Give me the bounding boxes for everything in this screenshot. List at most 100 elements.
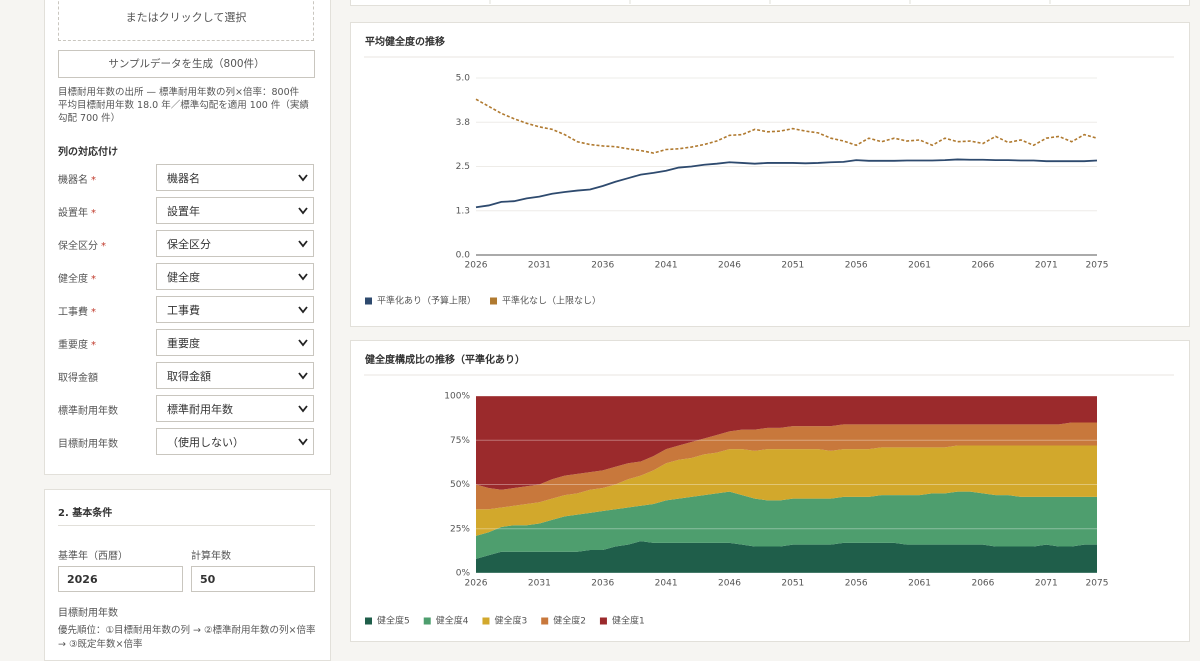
- y-tick-label: 0%: [456, 569, 471, 579]
- x-tick-label: 2075: [1086, 579, 1109, 589]
- legend-label: 健全度3: [494, 615, 527, 627]
- x-tick-label: 2031: [528, 261, 551, 271]
- field-label-text: 工事費: [58, 307, 88, 318]
- field-label-text: 目標耐用年数: [58, 439, 118, 450]
- select-value: 保全区分: [167, 238, 211, 251]
- note-line: 平均目標耐用年数 18.0 年／標準勾配を適用 100 件（実績勾配 700 件…: [58, 100, 309, 124]
- legend-swatch: [599, 617, 607, 625]
- select[interactable]: 取得金額: [156, 362, 314, 389]
- field-label: 標準耐用年数: [58, 402, 118, 417]
- select[interactable]: 標準耐用年数: [156, 395, 314, 422]
- y-tick-label: 25%: [450, 524, 470, 534]
- legend-label: 健全度4: [436, 615, 469, 627]
- field-label: 工事費 *: [58, 303, 96, 318]
- chevron: [298, 405, 308, 413]
- x-tick-label: 2046: [718, 579, 741, 589]
- chevron: [298, 174, 308, 182]
- select[interactable]: 設置年: [156, 197, 314, 224]
- y-tick-label: 50%: [450, 480, 470, 490]
- y-tick-label: 3.8: [456, 118, 471, 128]
- select[interactable]: 機器名: [156, 164, 314, 191]
- select-value: 重要度: [167, 337, 200, 350]
- field-label: 機器名 *: [58, 171, 96, 186]
- x-tick-label: 2041: [655, 261, 678, 271]
- select[interactable]: （使用しない）: [156, 428, 314, 455]
- field-label-text: 設置年: [58, 208, 88, 219]
- area: [476, 422, 1097, 510]
- x-tick-label: 2026: [465, 261, 488, 271]
- x-tick-label: 2051: [781, 579, 804, 589]
- drop-zone[interactable]: またはクリックして選択: [58, 0, 314, 41]
- legend-label: 健全度5: [377, 615, 410, 627]
- required-mark: *: [91, 175, 96, 186]
- rule: [58, 525, 315, 526]
- legend-label: 平準化なし（上限なし）: [502, 295, 601, 307]
- select[interactable]: 健全度: [156, 263, 314, 290]
- select-value: 標準耐用年数: [167, 403, 233, 416]
- x-tick-label: 2061: [908, 579, 931, 589]
- line: [475, 158, 1098, 209]
- years-input[interactable]: 50: [191, 566, 315, 592]
- chart-card: [350, 22, 1190, 327]
- legend-swatch: [482, 617, 490, 625]
- field-label: 取得金額: [58, 369, 98, 384]
- field-label-text: 重要度: [58, 340, 88, 351]
- select[interactable]: 工事費: [156, 296, 314, 323]
- field-label: 保全区分 *: [58, 237, 106, 252]
- select[interactable]: 保全区分: [156, 230, 314, 257]
- area: [476, 541, 1097, 573]
- x-tick-label: 2036: [591, 261, 614, 271]
- x-tick-label: 2041: [655, 579, 678, 589]
- field-label-text: 標準耐用年数: [58, 406, 118, 417]
- chevron: [298, 372, 308, 380]
- table-dividers: [489, 0, 1051, 4]
- select-value: 健全度: [167, 271, 200, 284]
- select[interactable]: 重要度: [156, 329, 314, 356]
- x-tick-label: 2056: [845, 261, 868, 271]
- select-value: 機器名: [167, 172, 200, 185]
- chevron: [298, 240, 308, 248]
- chevron: [298, 306, 308, 314]
- select-value: 取得金額: [167, 370, 211, 383]
- y-tick-label: 5.0: [456, 74, 471, 84]
- field-label-text: 機器名: [58, 175, 88, 186]
- x-tick-label: 2056: [845, 579, 868, 589]
- required-mark: *: [91, 340, 96, 351]
- legend-label: 健全度1: [612, 615, 645, 627]
- required-mark: *: [91, 274, 96, 285]
- field-label-text: 健全度: [58, 274, 88, 285]
- priority-text: 優先順位：①目標耐用年数の列 → ②標準耐用年数の列×倍率 → ③既定年数×倍率: [58, 625, 316, 650]
- chevron: [298, 339, 308, 347]
- field-label: 目標耐用年数: [58, 435, 118, 450]
- select-value: 工事費: [167, 304, 200, 317]
- line: [475, 98, 1098, 154]
- chart-title: 健全度構成比の推移（平準化あり）: [365, 353, 525, 366]
- x-tick-label: 2061: [908, 261, 931, 271]
- area: [476, 491, 1097, 559]
- field-label-text: 取得金額: [58, 373, 98, 384]
- x-tick-label: 2066: [971, 261, 994, 271]
- area: [476, 396, 1097, 490]
- required-mark: *: [91, 307, 96, 318]
- y-tick-label: 2.5: [456, 162, 470, 172]
- required-mark: *: [91, 208, 96, 219]
- sample-button[interactable]: サンプルデータを生成（800件）: [58, 50, 315, 78]
- chevron: [298, 207, 308, 215]
- label: 基準年（西暦）: [58, 551, 128, 562]
- select-value: 設置年: [167, 205, 200, 218]
- mapping-title: 列の対応付け: [58, 147, 118, 158]
- x-tick-label: 2031: [528, 579, 551, 589]
- y-tick-label: 0.0: [456, 251, 471, 261]
- field-label: 設置年 *: [58, 204, 96, 219]
- x-tick-label: 2066: [971, 579, 994, 589]
- x-tick-label: 2036: [591, 579, 614, 589]
- x-tick-label: 2046: [718, 261, 741, 271]
- legend-swatch: [365, 617, 372, 625]
- x-tick-label: 2026: [465, 579, 488, 589]
- legend-swatch: [490, 297, 498, 305]
- base-year-input[interactable]: 2026: [58, 566, 183, 592]
- legend-label: 健全度2: [553, 615, 586, 627]
- legend-swatch: [541, 617, 549, 625]
- required-mark: *: [101, 241, 106, 252]
